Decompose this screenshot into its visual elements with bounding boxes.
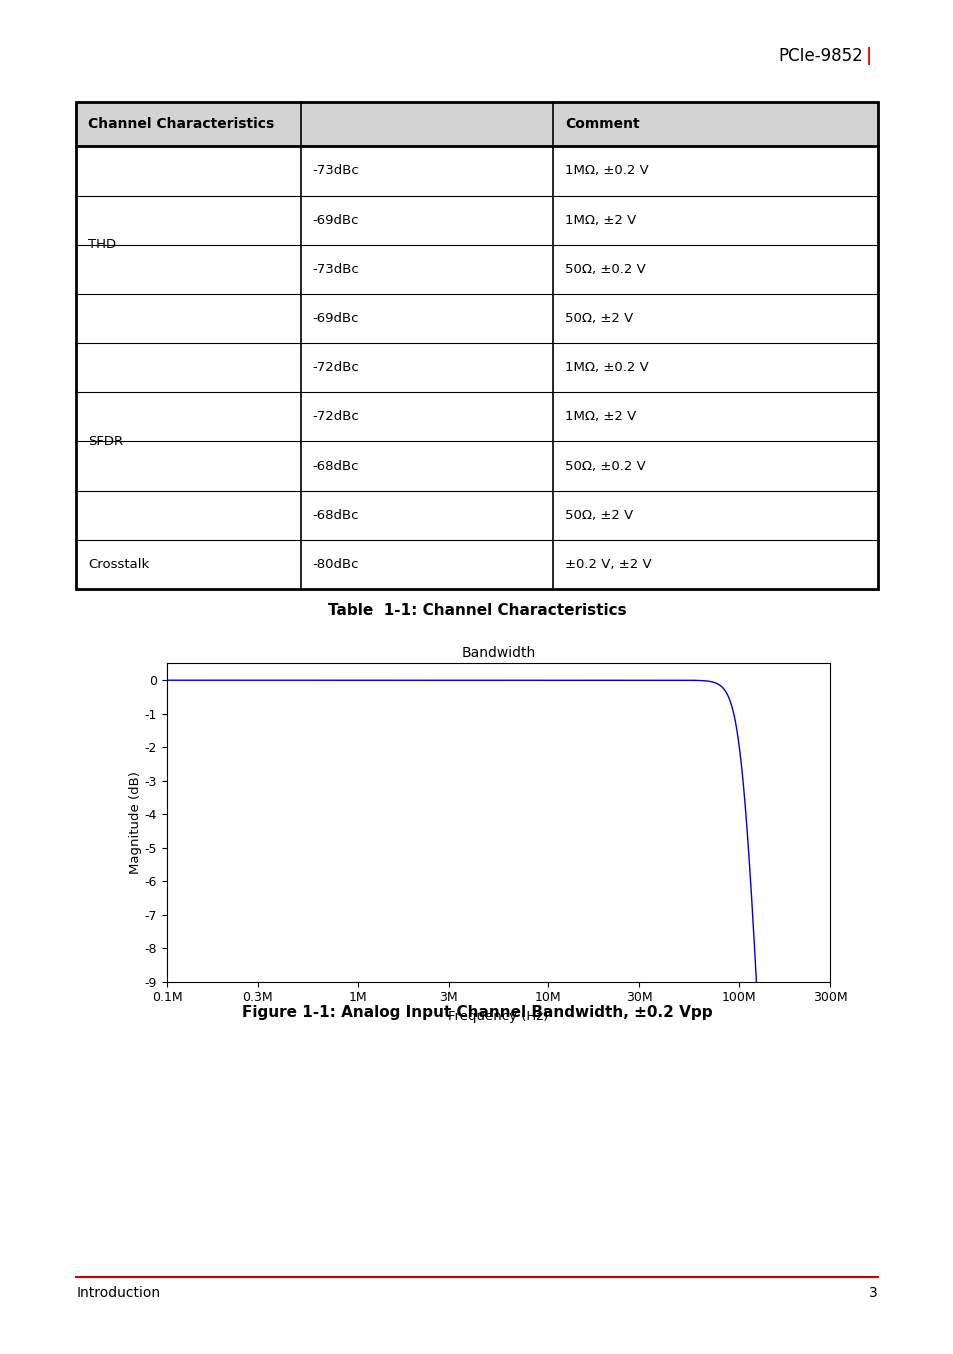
Text: 1MΩ, ±2 V: 1MΩ, ±2 V [564,214,636,226]
Bar [76,102,877,146]
Text: -68dBc: -68dBc [313,509,359,521]
Text: -68dBc: -68dBc [313,459,359,473]
Text: 50Ω, ±2 V: 50Ω, ±2 V [564,311,633,325]
X-axis label: Frequency (Hz): Frequency (Hz) [448,1010,548,1022]
Text: Channel Characteristics: Channel Characteristics [89,116,274,131]
Text: 1MΩ, ±0.2 V: 1MΩ, ±0.2 V [564,164,648,177]
Text: Introduction: Introduction [76,1286,160,1300]
Text: Crosstalk: Crosstalk [89,558,150,571]
Text: 1MΩ, ±2 V: 1MΩ, ±2 V [564,410,636,424]
Text: 50Ω, ±0.2 V: 50Ω, ±0.2 V [564,459,645,473]
Text: SFDR: SFDR [89,435,123,448]
Text: 3: 3 [868,1286,877,1300]
Text: -69dBc: -69dBc [313,311,359,325]
Text: |: | [865,47,871,65]
Title: Bandwidth: Bandwidth [461,646,535,659]
Text: 50Ω, ±0.2 V: 50Ω, ±0.2 V [564,263,645,276]
Text: -73dBc: -73dBc [313,263,359,276]
Text: -73dBc: -73dBc [313,164,359,177]
Text: 50Ω, ±2 V: 50Ω, ±2 V [564,509,633,521]
Text: -72dBc: -72dBc [313,362,359,374]
Text: PCIe-9852: PCIe-9852 [778,47,862,65]
Text: -80dBc: -80dBc [313,558,359,571]
Text: 1MΩ, ±0.2 V: 1MΩ, ±0.2 V [564,362,648,374]
Text: ±0.2 V, ±2 V: ±0.2 V, ±2 V [564,558,651,571]
Text: Comment: Comment [564,116,639,131]
Text: -69dBc: -69dBc [313,214,359,226]
Text: -72dBc: -72dBc [313,410,359,424]
Y-axis label: Magnitude (dB): Magnitude (dB) [129,772,142,873]
Text: Table  1-1: Channel Characteristics: Table 1-1: Channel Characteristics [327,603,626,617]
Text: THD: THD [89,238,116,252]
Text: Figure 1-1: Analog Input Channel Bandwidth, ±0.2 Vpp: Figure 1-1: Analog Input Channel Bandwid… [241,1005,712,1020]
